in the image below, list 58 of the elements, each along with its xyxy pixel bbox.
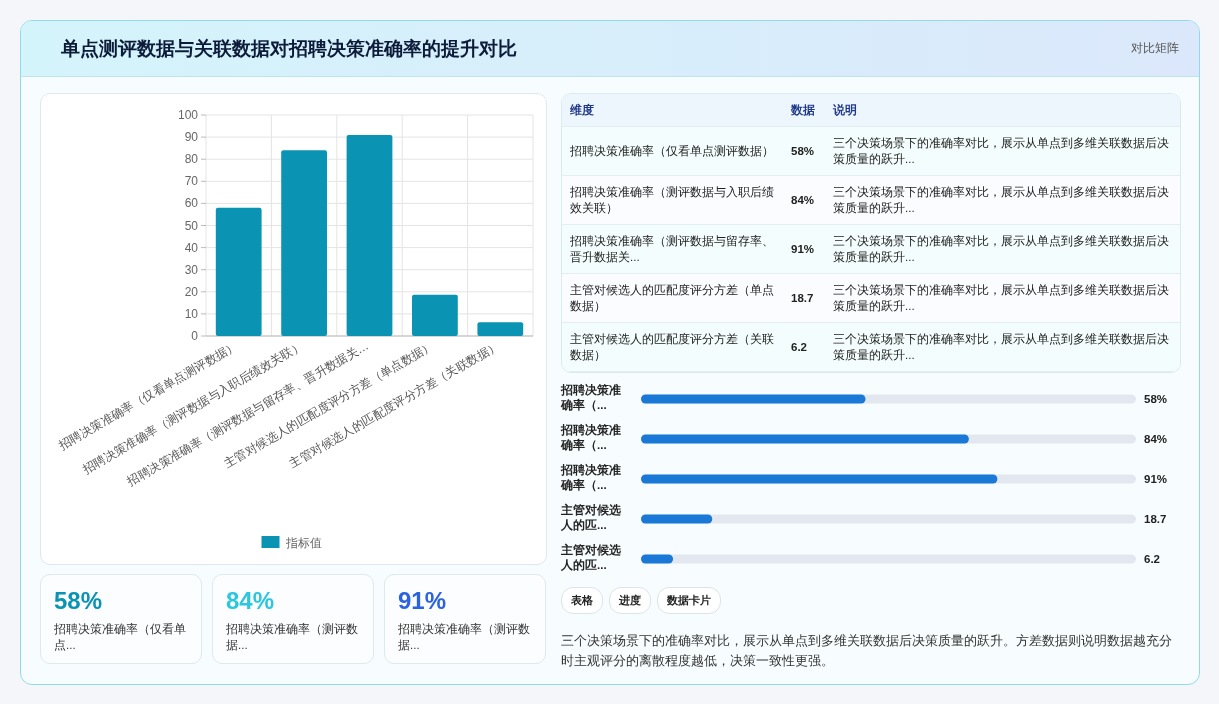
text: 91% <box>1144 473 1168 485</box>
y-tick-label: 40 <box>184 240 199 255</box>
text: 84% <box>783 175 825 225</box>
y-tick-label: 60 <box>184 196 199 211</box>
bar <box>641 514 713 524</box>
text: 招聘决策准确率（测评数据与入职后绩效关联） <box>562 175 783 225</box>
text: 说明 <box>825 94 1180 127</box>
y-tick-label: 70 <box>184 174 199 189</box>
text: 三个决策场景下的准确率对比，展示从单点到多维关联数据后决策质量的跃升... <box>825 126 1180 176</box>
text: 84% <box>1144 433 1168 445</box>
text: 招聘决策准确率（测评数据... <box>226 622 359 653</box>
text: 三个决策场景下的准确率对比，展示从单点到多维关联数据后决策质量的跃升。方差数据则说明数据越充分时主观评分的离散程度越低，决策一致性更强。 <box>561 633 1173 670</box>
y-tick-label: 主管对候选人的匹... <box>561 503 622 533</box>
y-tick-label: 100 <box>177 108 199 122</box>
text: 91% <box>783 224 825 274</box>
y-tick-label: 主管对候选人的匹... <box>561 543 622 573</box>
text: 数据 <box>783 94 825 127</box>
text: 对比矩阵 <box>1131 40 1179 57</box>
bar <box>477 322 524 336</box>
y-tick-label: 30 <box>184 262 199 277</box>
text: 58% <box>1144 393 1168 405</box>
legend-label: 指标值 <box>284 536 322 550</box>
text: 招聘决策准确率（仅看单点... <box>54 622 187 653</box>
text: 18.7 <box>1144 513 1167 525</box>
text: 三个决策场景下的准确率对比，展示从单点到多维关联数据后决策质量的跃升... <box>825 175 1180 225</box>
text: 招聘决策准确率（仅看单点测评数据） <box>562 126 783 176</box>
text: 6.2 <box>1144 553 1160 565</box>
y-tick-label: 招聘决策准确率（... <box>561 423 622 453</box>
y-tick-label: 50 <box>184 218 199 233</box>
text: 18.7 <box>783 273 825 323</box>
text: 主管对候选人的匹配度评分方差（单点数据） <box>562 273 783 323</box>
text: 91% <box>398 587 447 615</box>
y-tick-label: 0 <box>191 329 199 343</box>
text: 三个决策场景下的准确率对比，展示从单点到多维关联数据后决策质量的跃升... <box>825 224 1180 274</box>
text: 数据卡片 <box>657 587 721 614</box>
bar <box>281 150 327 336</box>
text: 进度 <box>609 587 651 614</box>
text: 6.2 <box>783 322 825 372</box>
text: 84% <box>226 587 275 615</box>
text: 三个决策场景下的准确率对比，展示从单点到多维关联数据后决策质量的跃升... <box>825 273 1180 323</box>
text: 招聘决策准确率（测评数据... <box>398 622 531 653</box>
bar <box>412 294 458 336</box>
y-tick-label: 80 <box>184 152 199 167</box>
bar <box>641 554 674 564</box>
y-tick-label: 10 <box>184 306 199 321</box>
text: 58% <box>54 587 103 615</box>
text: 58% <box>783 126 825 176</box>
text: 表格 <box>561 587 603 614</box>
y-tick-label: 20 <box>184 284 199 299</box>
text: 三个决策场景下的准确率对比，展示从单点到多维关联数据后决策质量的跃升... <box>825 322 1180 372</box>
bar <box>215 207 262 336</box>
y-tick-label: 招聘决策准确率（... <box>561 383 622 413</box>
y-tick-label: 招聘决策准确率（... <box>561 463 622 493</box>
text: 招聘决策准确率（测评数据与留存率、晋升数据关... <box>562 224 783 274</box>
bar <box>346 134 393 336</box>
text: 单点测评数据与关联数据对招聘决策准确率的提升对比 <box>61 37 517 61</box>
text: 维度 <box>562 94 783 127</box>
y-tick-label: 90 <box>184 130 199 145</box>
